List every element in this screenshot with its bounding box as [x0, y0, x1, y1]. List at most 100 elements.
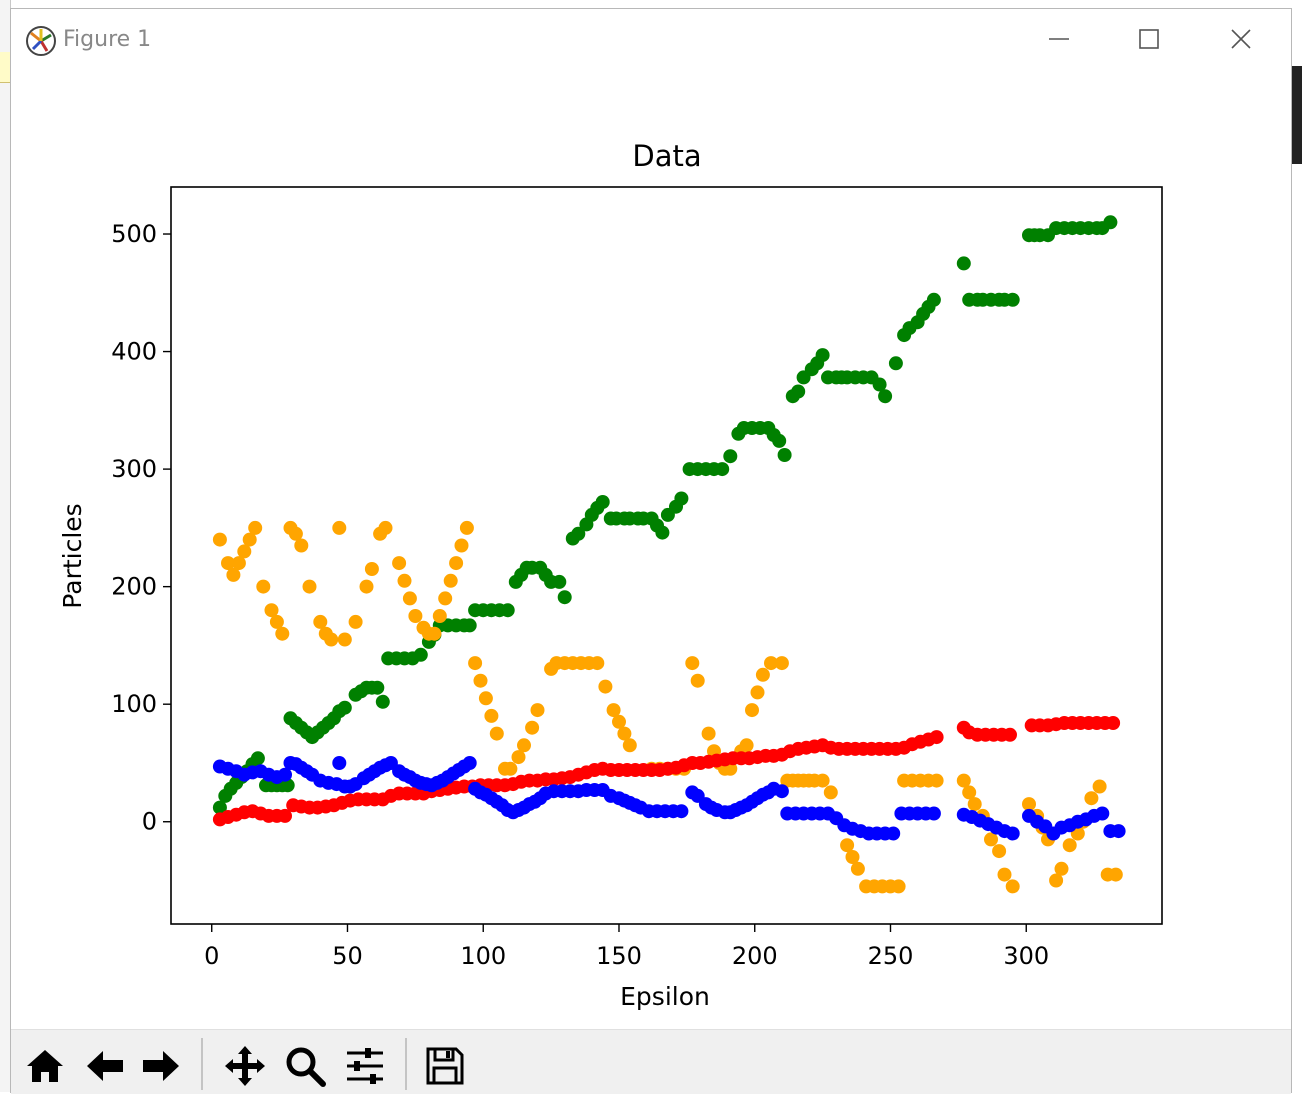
toolbar-separator [201, 1038, 203, 1090]
data-point [278, 767, 292, 782]
data-point [715, 462, 730, 477]
close-icon [1231, 29, 1251, 49]
data-point [612, 714, 626, 729]
data-point [517, 738, 531, 753]
data-point [674, 804, 689, 819]
data-point [872, 377, 887, 392]
data-point [337, 632, 352, 647]
data-point [484, 708, 499, 723]
scatter-points [212, 215, 1126, 894]
data-point [511, 750, 526, 765]
data-point [288, 526, 303, 541]
data-point [248, 520, 263, 535]
back-button[interactable] [77, 1038, 133, 1094]
matplotlib-app-icon [26, 26, 56, 56]
data-point [772, 433, 787, 448]
configure-subplots-button[interactable] [337, 1038, 393, 1094]
configure-subplots-icon [347, 1048, 383, 1084]
data-point [622, 738, 637, 753]
data-point [674, 491, 689, 506]
data-point [595, 495, 610, 509]
data-point [324, 632, 339, 647]
data-point [500, 603, 515, 618]
data-point [739, 738, 754, 753]
data-point [723, 449, 738, 464]
data-point [294, 538, 309, 553]
data-point [392, 556, 407, 571]
data-point [617, 726, 632, 741]
series-2 [212, 716, 1121, 827]
x-tick-label: 150 [596, 942, 642, 970]
home-button[interactable] [17, 1038, 73, 1094]
data-point [1103, 215, 1118, 230]
back-arrow-icon [87, 1051, 123, 1081]
minimize-button[interactable] [1039, 19, 1079, 59]
forward-button[interactable] [133, 1038, 189, 1094]
data-point [886, 826, 901, 841]
data-point [962, 785, 977, 800]
data-point [606, 703, 621, 718]
data-point [397, 573, 412, 588]
data-point [337, 700, 352, 715]
data-point [250, 751, 265, 766]
data-point [997, 867, 1012, 882]
data-point [242, 532, 257, 547]
data-point [503, 761, 518, 776]
data-point [850, 861, 865, 876]
data-point [655, 525, 670, 540]
data-point [967, 797, 982, 812]
data-point [348, 614, 363, 629]
x-tick-label: 0 [204, 942, 219, 970]
data-point [370, 680, 385, 695]
zoom-button[interactable] [277, 1038, 333, 1094]
pan-button[interactable] [217, 1038, 273, 1094]
data-point [413, 647, 428, 662]
data-point [774, 784, 789, 799]
save-button[interactable] [417, 1038, 473, 1094]
title-bar[interactable]: Figure 1 [11, 9, 1291, 69]
data-point [231, 556, 246, 571]
data-point [221, 556, 235, 571]
x-axis-label: Epsilon [620, 982, 710, 1011]
x-tick-label: 200 [732, 942, 778, 970]
data-point [473, 673, 488, 688]
data-point [1095, 806, 1110, 821]
data-point [791, 384, 806, 399]
data-point [378, 520, 393, 535]
data-point [1111, 824, 1126, 839]
data-point [525, 720, 540, 735]
data-point [302, 579, 317, 594]
data-point [1005, 879, 1020, 894]
data-point [462, 618, 477, 633]
data-point [408, 609, 423, 623]
zoom-icon [286, 1047, 326, 1087]
data-point [375, 694, 390, 709]
data-point [454, 538, 469, 553]
data-point [774, 656, 789, 671]
data-point [840, 838, 855, 853]
y-axis-label: Particles [58, 503, 87, 608]
data-point [332, 756, 347, 770]
maximize-button[interactable] [1129, 19, 1169, 59]
figure-canvas[interactable]: Data 0 100 200 300 400 500 0 50 100 150 200 250 300… [11, 69, 1291, 1027]
data-point [956, 256, 971, 271]
data-point [815, 348, 830, 363]
data-point [755, 667, 770, 682]
data-point [845, 850, 860, 864]
data-point [891, 879, 906, 894]
data-point [764, 656, 778, 671]
pan-icon [225, 1046, 265, 1086]
data-point [1092, 779, 1107, 794]
axes-frame [170, 186, 1163, 925]
data-point [926, 806, 941, 821]
data-point [212, 800, 227, 815]
series-0 [212, 215, 1118, 815]
data-point [1084, 791, 1099, 806]
y-tick-label: 300 [111, 455, 157, 483]
data-point [530, 703, 545, 718]
data-point [929, 773, 944, 788]
chart-title: Data [632, 139, 701, 173]
y-tick-label: 200 [111, 573, 157, 601]
data-point [992, 844, 1007, 859]
close-button[interactable] [1221, 19, 1261, 59]
